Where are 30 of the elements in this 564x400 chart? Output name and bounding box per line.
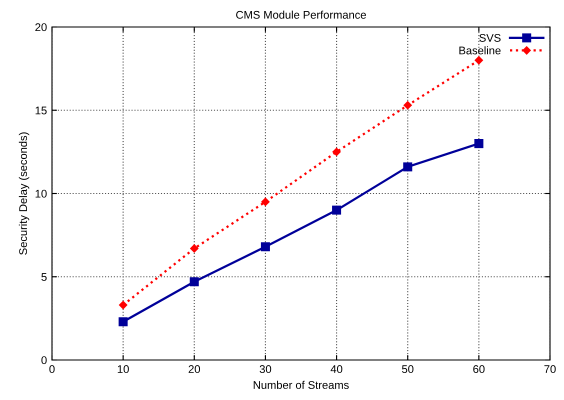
x-tick-label: 70 [544,365,556,374]
point [119,300,128,310]
y-tick-label: 20 [35,23,47,32]
legend-label: SVS [479,34,501,42]
x-tick-label: 60 [473,365,485,374]
point [332,206,342,215]
point [404,101,412,110]
x-tick-label: 50 [402,365,414,374]
y-tick-label: 5 [41,273,47,281]
point [260,242,270,252]
point [332,148,341,156]
point [474,139,484,148]
point [118,317,128,326]
point [190,277,199,286]
chart-title: CMS Module Performance [236,10,366,19]
point [190,244,198,253]
point [261,198,270,206]
x-axis-title: Number of Streams [254,380,349,389]
point [474,56,483,64]
point [403,162,412,172]
x-tick-label: 0 [49,365,55,374]
x-tick-label: 30 [260,365,272,374]
x-tick-label: 20 [188,365,200,374]
y-tick-label: 15 [36,106,47,114]
x-tick-label: 40 [330,365,342,374]
y-tick-label: 0 [41,356,47,364]
legend-label: Baseline [459,46,501,54]
y-tick-label: 10 [36,190,47,198]
y-axis-title: Security Delay (seconds) [18,132,30,255]
x-tick-label: 10 [118,365,129,374]
